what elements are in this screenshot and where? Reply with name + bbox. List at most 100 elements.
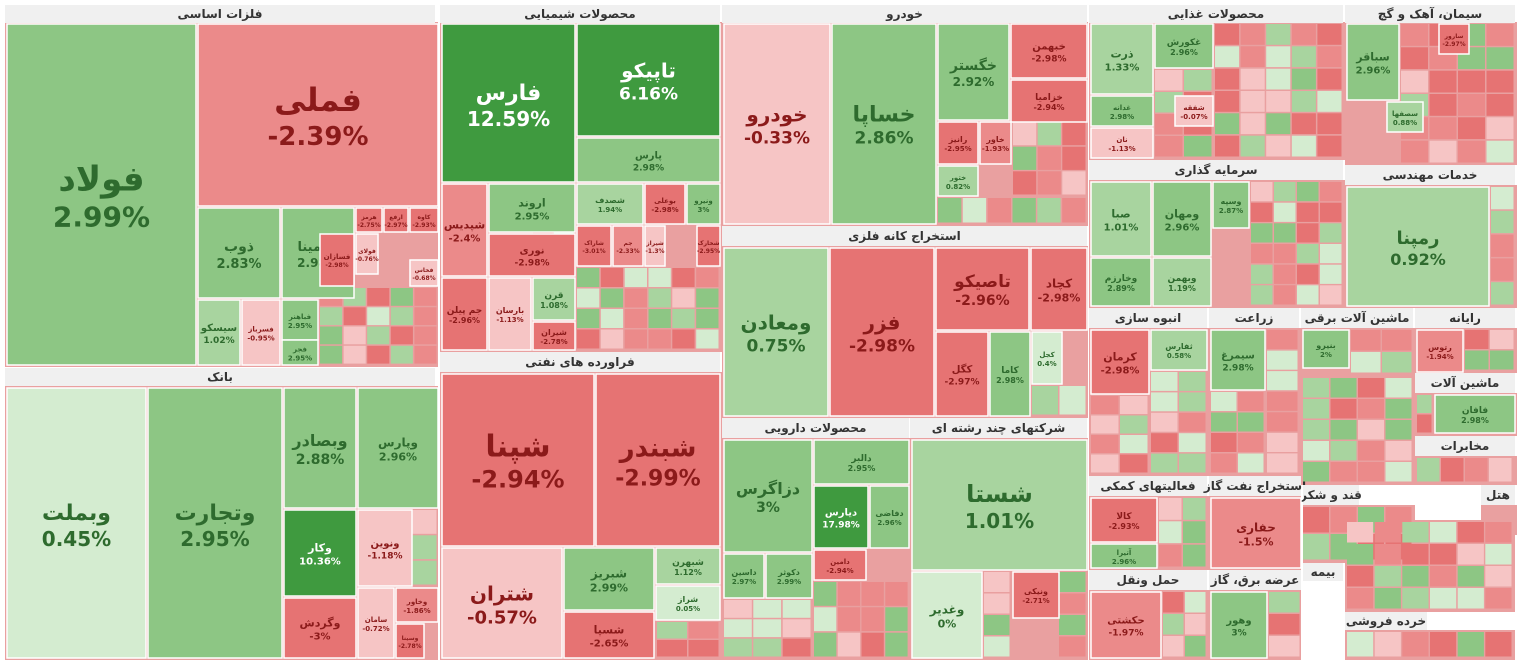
minor-tile[interactable] <box>1401 47 1428 70</box>
stock-tile-bg[interactable] <box>1212 181 1250 229</box>
minor-tile[interactable] <box>1330 420 1357 440</box>
minor-tile[interactable] <box>688 640 719 657</box>
stock-tile[interactable]: صبا 1.01% <box>1090 181 1152 257</box>
minor-tile[interactable] <box>390 345 413 364</box>
minor-tile[interactable] <box>1179 412 1206 432</box>
minor-tile[interactable] <box>1059 386 1086 415</box>
stock-tile[interactable]: کچاد -2.98% <box>1030 247 1088 331</box>
minor-tile[interactable] <box>1374 632 1401 657</box>
minor-tile[interactable] <box>1490 350 1514 370</box>
minor-tile[interactable] <box>984 572 1010 592</box>
minor-tile[interactable] <box>1059 615 1086 635</box>
minor-tile[interactable] <box>1238 392 1264 411</box>
minor-tile[interactable] <box>1183 521 1206 544</box>
minor-tile[interactable] <box>696 268 719 287</box>
stock-tile-bg[interactable] <box>1090 497 1158 543</box>
stock-tile-bg[interactable] <box>441 277 488 351</box>
minor-tile[interactable] <box>1330 399 1357 419</box>
minor-tile[interactable] <box>343 345 366 364</box>
minor-tile[interactable] <box>962 198 987 223</box>
minor-tile[interactable] <box>1274 182 1296 202</box>
minor-tile[interactable] <box>1238 433 1264 452</box>
stock-tile[interactable]: دزاگرس 3% <box>723 439 813 553</box>
minor-tile[interactable] <box>1291 113 1316 135</box>
minor-tile[interactable] <box>320 326 343 345</box>
minor-tile[interactable] <box>1297 202 1319 222</box>
minor-tile[interactable] <box>1240 68 1265 90</box>
minor-tile[interactable] <box>1347 544 1374 565</box>
stock-tile[interactable]: شبریز 2.99% <box>563 547 655 611</box>
stock-tile-bg[interactable] <box>532 321 576 351</box>
minor-tile[interactable] <box>861 632 884 657</box>
stock-tile-bg[interactable] <box>1210 329 1266 391</box>
minor-tile[interactable] <box>1037 171 1061 195</box>
minor-tile[interactable] <box>1091 415 1119 434</box>
minor-tile[interactable] <box>885 582 908 606</box>
minor-tile[interactable] <box>1240 24 1265 45</box>
stock-tile[interactable]: هرمز-2.75% <box>355 207 383 233</box>
minor-tile[interactable] <box>1320 182 1342 202</box>
minor-tile[interactable] <box>1274 202 1296 222</box>
minor-tile[interactable] <box>1251 223 1273 243</box>
minor-tile[interactable] <box>412 510 437 534</box>
minor-tile[interactable] <box>1317 46 1342 68</box>
minor-tile[interactable] <box>1485 566 1512 587</box>
minor-tile[interactable] <box>1458 94 1485 116</box>
minor-tile[interactable] <box>1267 432 1298 452</box>
stock-tile[interactable]: شاراک-3.01% <box>576 225 612 267</box>
minor-tile[interactable] <box>657 640 687 657</box>
minor-tile[interactable] <box>1240 46 1265 68</box>
minor-tile[interactable] <box>390 307 413 326</box>
minor-tile[interactable] <box>1358 462 1384 482</box>
minor-tile[interactable] <box>1251 285 1273 305</box>
stock-tile[interactable]: شخارک-2.95% <box>696 225 721 267</box>
minor-tile[interactable] <box>1491 210 1514 234</box>
stock-tile-bg[interactable] <box>383 207 409 233</box>
minor-tile[interactable] <box>1486 47 1514 70</box>
minor-tile[interactable] <box>885 607 908 632</box>
minor-tile[interactable] <box>1266 46 1291 68</box>
minor-tile[interactable] <box>1211 433 1237 452</box>
minor-tile[interactable] <box>577 288 600 308</box>
minor-tile[interactable] <box>1266 135 1291 157</box>
minor-tile[interactable] <box>1303 462 1329 482</box>
minor-tile[interactable] <box>1215 113 1240 135</box>
minor-tile[interactable] <box>1037 146 1061 170</box>
minor-tile[interactable] <box>1358 441 1384 461</box>
minor-tile[interactable] <box>1441 458 1464 482</box>
minor-tile[interactable] <box>753 619 782 638</box>
stock-tile-bg[interactable] <box>488 183 576 233</box>
minor-tile[interactable] <box>1491 234 1514 257</box>
stock-tile-bg[interactable] <box>911 439 1088 571</box>
minor-tile[interactable] <box>1297 244 1319 264</box>
stock-tile-bg[interactable] <box>197 207 281 299</box>
minor-tile[interactable] <box>837 582 861 606</box>
minor-tile[interactable] <box>1429 94 1457 116</box>
minor-tile[interactable] <box>1485 522 1512 543</box>
minor-tile[interactable] <box>1251 202 1273 222</box>
minor-tile[interactable] <box>1151 453 1178 473</box>
stock-tile-bg[interactable] <box>1174 95 1214 127</box>
stock-tile[interactable]: فملی-2.39% <box>197 23 439 207</box>
stock-tile[interactable]: فسازان-2.98% <box>319 233 355 287</box>
minor-tile[interactable] <box>1059 636 1086 657</box>
minor-tile[interactable] <box>1491 258 1514 281</box>
stock-tile-bg[interactable] <box>1302 329 1350 369</box>
minor-tile[interactable] <box>1457 544 1484 565</box>
stock-tile[interactable]: شتران -0.57% <box>441 547 563 659</box>
minor-tile[interactable] <box>320 345 343 364</box>
minor-tile[interactable] <box>1317 68 1342 90</box>
stock-tile-bg[interactable] <box>686 183 721 225</box>
minor-tile[interactable] <box>1485 632 1512 657</box>
stock-tile[interactable]: ارفع-2.97% <box>383 207 409 233</box>
minor-tile[interactable] <box>1291 91 1316 112</box>
minor-tile[interactable] <box>1251 182 1273 202</box>
stock-tile-bg[interactable] <box>813 485 869 549</box>
minor-tile[interactable] <box>343 326 366 345</box>
